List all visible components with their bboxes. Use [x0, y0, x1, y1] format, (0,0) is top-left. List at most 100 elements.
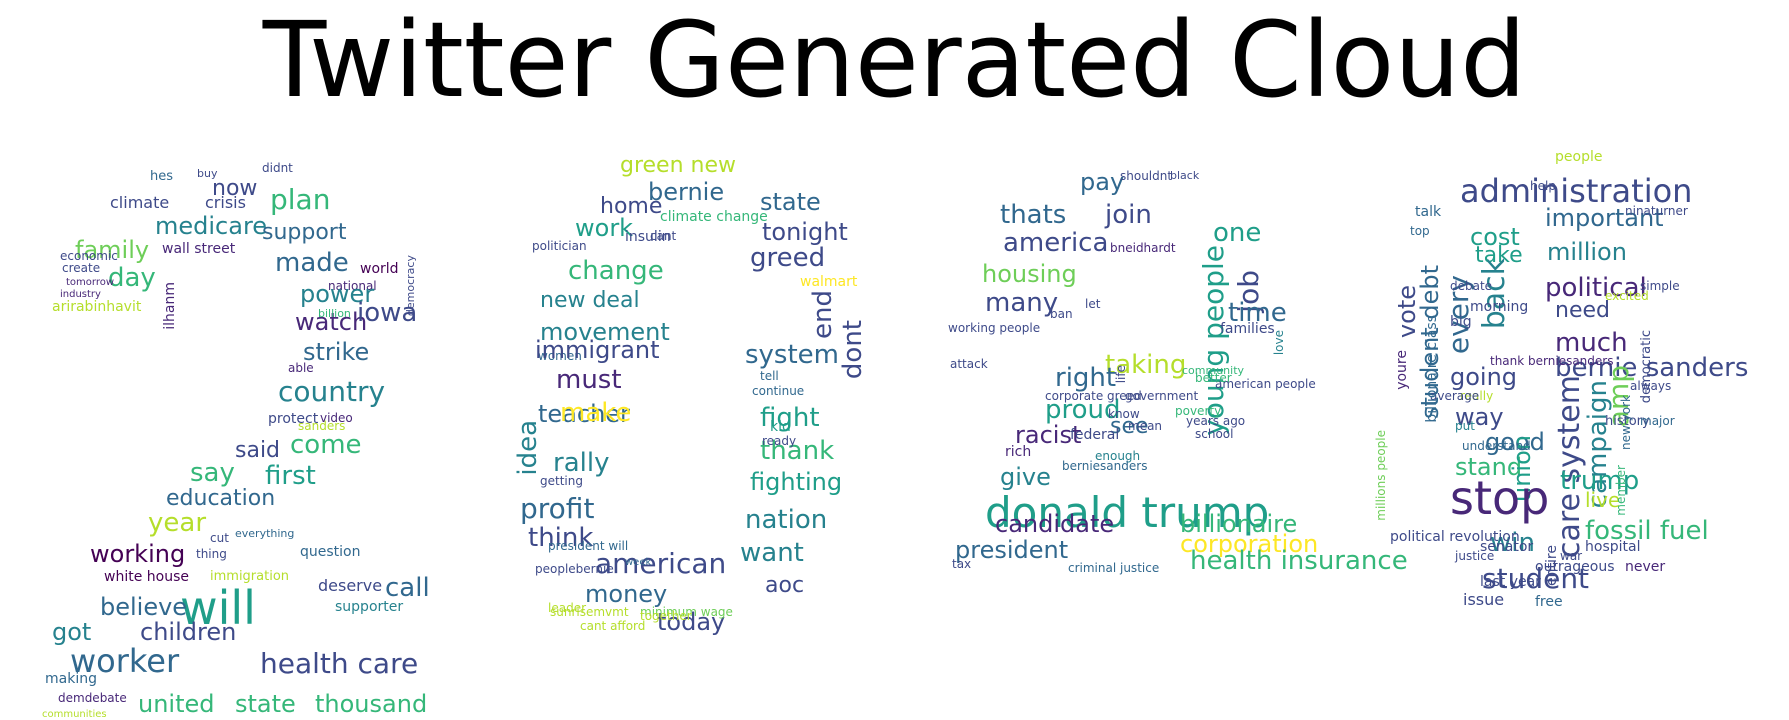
word-cloud: hes buy didnt now plan climate crisis medicare s…	[0, 150, 1789, 720]
cloud-word: president	[955, 536, 1069, 564]
cloud-word: help	[1530, 179, 1556, 193]
cloud-word: rich	[1005, 444, 1032, 460]
cloud-word: bernie	[648, 178, 725, 206]
cloud-word: democratic	[1639, 330, 1654, 404]
cloud-word: housing	[982, 260, 1077, 288]
cloud-word: plan	[270, 183, 331, 216]
cloud-word: important	[1545, 204, 1664, 232]
cloud-word: end	[808, 290, 838, 339]
cloud-word: cut	[210, 531, 229, 545]
cloud-word: nation	[745, 505, 828, 535]
cloud-word: movement	[540, 318, 670, 346]
cloud-word: black	[1170, 169, 1200, 182]
cloud-word: teacher	[538, 400, 630, 428]
cloud-word: first	[265, 461, 316, 491]
cloud-word: bneidhardt	[1110, 241, 1176, 255]
cloud-word: come	[290, 430, 362, 460]
cloud-word: tell	[760, 369, 779, 383]
cloud-word: political revolution	[1390, 529, 1520, 545]
cloud-word: thing	[196, 547, 227, 561]
cloud-word: community	[1182, 364, 1245, 377]
cloud-word: many	[985, 288, 1059, 318]
cloud-word: women	[538, 349, 582, 363]
cloud-word: shouldnt	[1120, 169, 1173, 183]
cloud-word: iowa	[357, 298, 418, 328]
cloud-word: protect	[268, 411, 319, 427]
cloud-word: bernie sanders	[1555, 353, 1749, 383]
cloud-word: together	[640, 609, 692, 623]
cloud-word: today	[657, 608, 726, 636]
cloud-word: watch	[295, 308, 368, 336]
cloud-word: billion	[318, 307, 351, 320]
cloud-word: stand	[1455, 453, 1523, 481]
cloud-word: put	[1455, 419, 1475, 433]
cloud-word: insulin	[625, 229, 671, 245]
cloud-word: donald trump	[985, 488, 1270, 537]
cloud-word: state	[760, 188, 821, 216]
cloud-word: life	[1114, 365, 1128, 384]
cloud-word: berniesanders	[1062, 459, 1148, 473]
cloud-word: stop	[1450, 471, 1550, 525]
cloud-word: country	[278, 375, 386, 408]
cloud-word: home	[600, 194, 663, 219]
cloud-word: ninaturner	[1625, 204, 1688, 218]
cloud-word: war	[1560, 549, 1583, 563]
cloud-word: sanders	[298, 419, 346, 433]
cloud-word: right	[1055, 363, 1117, 393]
cloud-word: average	[1430, 389, 1480, 403]
cloud-word: understand	[1462, 439, 1531, 453]
cloud-word: president will	[548, 539, 629, 553]
cloud-word: demdebate	[58, 691, 127, 705]
cloud-word: create	[62, 261, 101, 275]
cloud-word: said	[235, 438, 281, 463]
cloud-word: enough	[1095, 449, 1141, 463]
cloud-word: thousand	[315, 690, 428, 718]
cloud-word: administration	[1460, 172, 1693, 210]
cloud-word: really	[1460, 389, 1494, 403]
cloud-word: economic	[60, 249, 118, 263]
cloud-word: american	[595, 547, 727, 580]
cloud-word: state	[235, 690, 296, 718]
cloud-word: new deal	[540, 288, 640, 313]
cloud-word: ilhanm	[162, 282, 178, 330]
cloud-word: kid	[770, 419, 791, 435]
cloud-word: poverty	[1175, 404, 1222, 418]
cloud-word: aoc	[765, 573, 805, 598]
cloud-word: call	[385, 573, 430, 603]
cloud-word: work	[575, 214, 634, 242]
cloud-word: strike	[303, 338, 370, 366]
cloud-word: ban	[1050, 307, 1073, 321]
cloud-word: justice	[1455, 549, 1495, 563]
cloud-word: see	[1110, 414, 1149, 439]
cloud-word: senator	[1480, 539, 1534, 555]
cloud-word: racist	[1015, 421, 1082, 449]
cloud-word: outrageous	[1535, 559, 1615, 575]
cloud-word: let	[1085, 297, 1101, 311]
cloud-word: world	[360, 261, 399, 277]
cloud-word: think	[528, 523, 594, 553]
cloud-word: big	[1450, 314, 1472, 330]
cloud-word: debate	[1450, 279, 1493, 293]
cloud-word: way	[1455, 403, 1504, 431]
cloud-word: national	[328, 279, 377, 293]
cloud-word: political	[1545, 273, 1647, 303]
cloud-word: crisis	[205, 193, 246, 212]
cloud-word: health care	[260, 647, 419, 680]
cloud-word: change	[568, 256, 664, 286]
cloud-word: walmart	[800, 274, 858, 290]
cloud-word: idea	[513, 420, 543, 476]
cloud-word: member	[1614, 465, 1628, 516]
cloud-word: working	[90, 540, 186, 568]
cloud-word: immigration	[210, 569, 290, 584]
cloud-word: candidate	[995, 510, 1115, 538]
cloud-word: fighting	[750, 468, 843, 496]
cloud-word: hospital	[1585, 539, 1641, 555]
cloud-word: corporate greed	[1045, 389, 1142, 403]
cloud-word: immigrant	[535, 336, 660, 364]
cloud-word: made	[275, 248, 349, 278]
cloud-word: leader	[548, 601, 587, 615]
cloud-word: money	[585, 580, 668, 608]
cloud-word: excited	[1605, 289, 1649, 303]
cloud-word: talk	[1415, 204, 1442, 220]
cloud-word: student	[1482, 562, 1590, 595]
